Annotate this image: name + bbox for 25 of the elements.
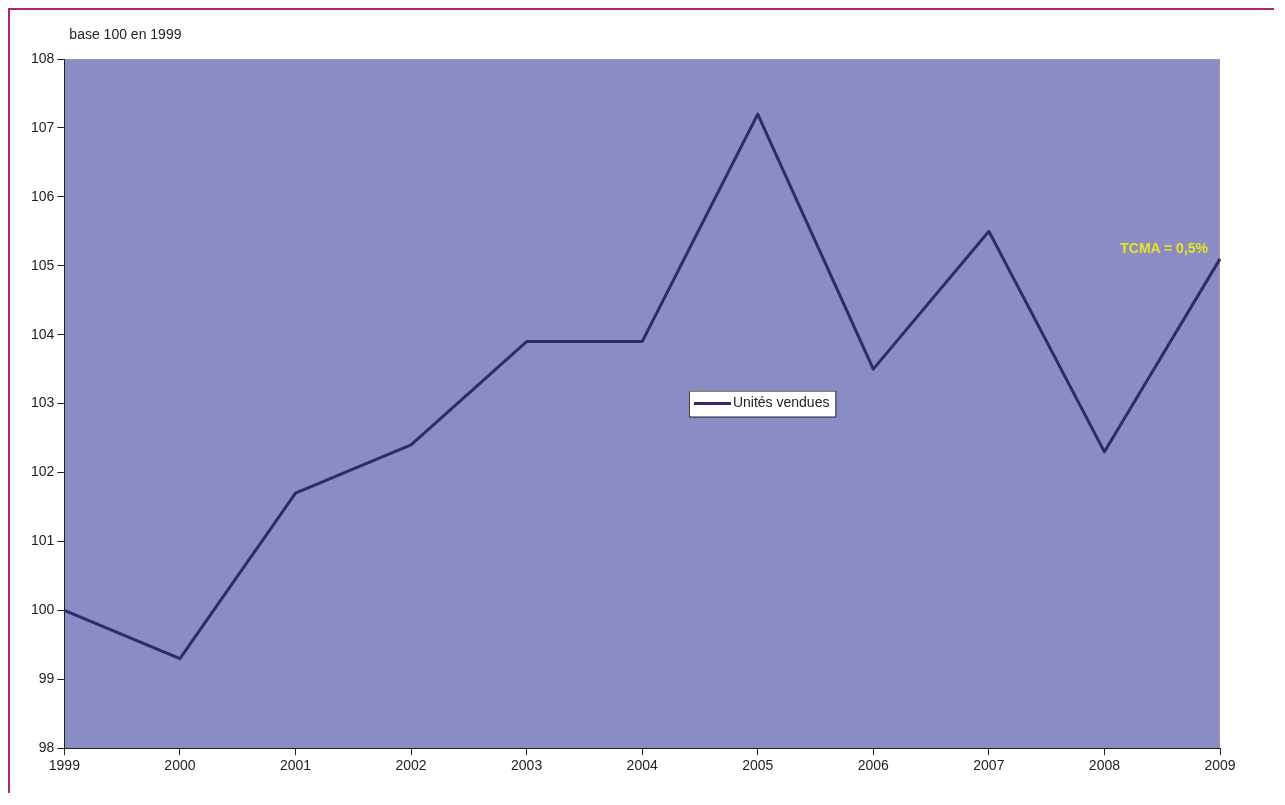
y-tick-label: 104	[31, 325, 55, 342]
y-tick-label: 103	[31, 394, 55, 411]
y-tick-label: 106	[31, 187, 55, 204]
y-tick-label: 99	[38, 670, 55, 687]
y-tick-label: 102	[31, 463, 55, 480]
y-tick-label: 107	[31, 118, 55, 135]
y-tick-label: 101	[31, 532, 55, 549]
y-tick-label: 98	[38, 739, 55, 756]
x-tick-label: 2004	[626, 757, 658, 774]
y-tick-label: 108	[31, 49, 55, 66]
x-tick-label: 2001	[279, 757, 312, 774]
x-tick-label: 2006	[857, 757, 890, 774]
x-tick-label: 2009	[1204, 757, 1236, 774]
annotation: TCMA = 0,5%	[1120, 239, 1209, 256]
x-tick-label: 2005	[742, 757, 774, 774]
y-tick-label: 100	[31, 601, 55, 618]
x-tick-label: 2008	[1088, 757, 1121, 774]
x-tick-label: 2003	[511, 757, 543, 774]
x-tick-label: 2000	[164, 757, 196, 774]
x-tick-label: 2002	[395, 757, 427, 774]
x-tick-label: 2007	[973, 757, 1005, 774]
y-tick-label: 105	[31, 256, 55, 273]
x-tick-label: 1999	[48, 757, 81, 774]
y-axis-title: base 100 en 1999	[69, 25, 182, 42]
legend-label: Unités vendues	[732, 394, 830, 411]
